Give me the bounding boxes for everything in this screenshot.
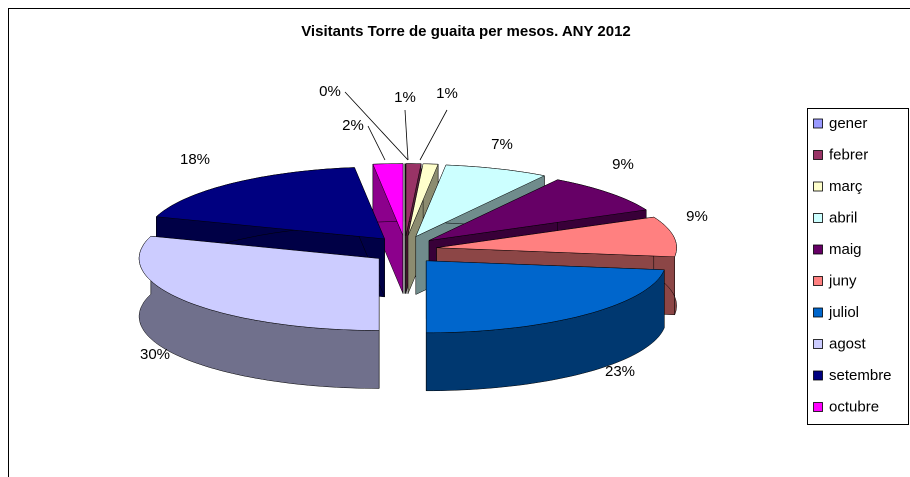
pie-slice bbox=[436, 216, 677, 258]
data-label: 2% bbox=[342, 117, 364, 134]
data-label: 1% bbox=[394, 89, 416, 106]
data-label: 9% bbox=[686, 208, 708, 225]
legend-label: maig bbox=[829, 241, 862, 258]
legend-label: juliol bbox=[828, 304, 859, 321]
pie-slice bbox=[155, 167, 385, 240]
legend: gener febrer març abril maig juny juliol agost s… bbox=[807, 108, 909, 425]
data-label: 30% bbox=[140, 346, 170, 363]
legend-swatch bbox=[813, 213, 823, 223]
legend-label: octubre bbox=[829, 398, 879, 415]
legend-label: setembre bbox=[829, 367, 892, 384]
data-label: 7% bbox=[491, 136, 513, 153]
legend-swatch bbox=[813, 244, 823, 255]
legend-label: febrer bbox=[829, 146, 868, 163]
legend-swatch bbox=[813, 181, 823, 192]
legend-label: gener bbox=[829, 115, 867, 132]
leader-line bbox=[404, 109, 409, 161]
pie-slice bbox=[407, 163, 439, 236]
legend-swatch bbox=[813, 402, 823, 412]
pie-slice bbox=[372, 163, 404, 236]
legend-swatch bbox=[813, 370, 823, 381]
legend-swatch bbox=[813, 307, 823, 318]
data-labels: 0% 1% 1% 7% 9% 9% 23% 30% 18% 2% bbox=[140, 83, 708, 380]
slice-tops bbox=[138, 163, 677, 334]
data-label: 0% bbox=[319, 83, 341, 100]
pie-slice bbox=[415, 164, 546, 238]
pie-slice bbox=[425, 260, 665, 334]
data-label: 23% bbox=[605, 363, 635, 380]
legend-swatch bbox=[813, 118, 823, 129]
data-label: 18% bbox=[180, 151, 210, 168]
leader-line bbox=[344, 91, 409, 161]
pie-slice bbox=[138, 235, 380, 331]
legend-label: agost bbox=[829, 335, 867, 352]
legend-swatch bbox=[813, 276, 823, 286]
legend-swatch bbox=[813, 150, 823, 160]
leader-line bbox=[419, 109, 448, 161]
legend-box bbox=[807, 108, 909, 425]
legend-swatch bbox=[813, 339, 823, 349]
legend-label: març bbox=[829, 178, 863, 195]
legend-label: abril bbox=[829, 209, 857, 226]
data-label: 9% bbox=[612, 156, 634, 173]
pie-slice bbox=[428, 179, 647, 241]
pie-slice bbox=[405, 163, 422, 236]
leader-line bbox=[367, 125, 386, 161]
legend-label: juny bbox=[828, 272, 857, 289]
chart-title: Visitants Torre de guaita per mesos. ANY… bbox=[301, 23, 631, 40]
data-label: 1% bbox=[436, 85, 458, 102]
